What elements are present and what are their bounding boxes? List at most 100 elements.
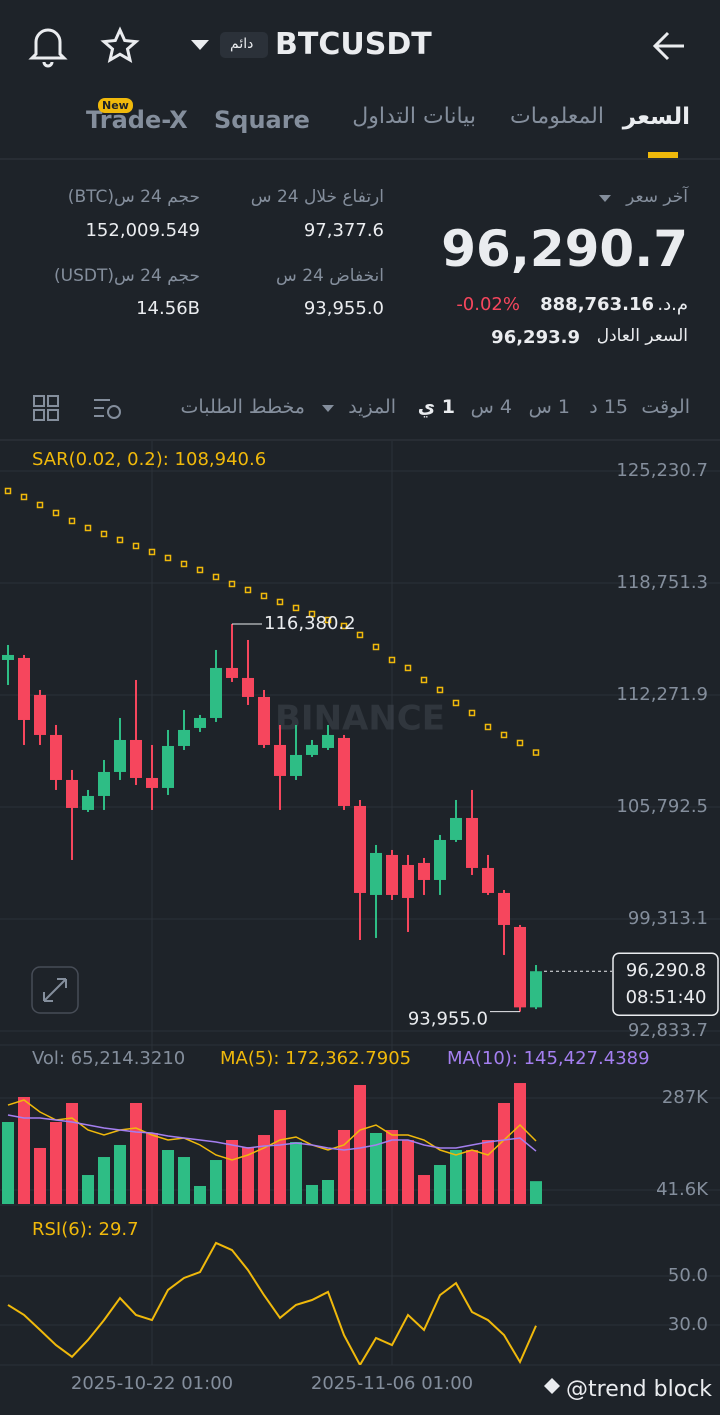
candle-body [98,771,110,796]
badge-bg [220,32,268,58]
sar-dot [100,530,108,538]
candle-body [402,864,414,898]
rsi-line [7,1241,537,1365]
candle-body [530,971,542,1008]
volume-bar [50,1122,62,1204]
y-tick-label: 112,271.9 [616,684,708,705]
volume-bar [98,1157,110,1204]
sar-dot [420,676,428,684]
candle-body [290,754,302,776]
volume-bar [450,1150,462,1204]
volume-bar [338,1129,350,1204]
x-tick-label: 2025-10-22 01:00 [71,1373,233,1394]
tab[interactable]: بيانات التداول [352,104,476,129]
sar-dot [436,686,444,694]
bell-icon[interactable] [28,28,68,68]
interval-option[interactable]: 1 ي [417,396,455,418]
candle-body [210,667,222,718]
candle-body [514,926,526,1008]
sar-dot [180,560,188,568]
candle-body [194,717,206,728]
tab[interactable]: السعر [622,104,690,130]
volume-bar [482,1140,494,1204]
interval-option[interactable]: 15 د [589,396,628,418]
indicator-label: RSI(6): 29.7 [32,1219,139,1240]
indicator-label: Vol: 65,214.3210 [32,1048,185,1069]
candle-body [274,744,286,776]
candle-body [306,744,318,755]
sar-dot [20,493,28,501]
back-icon[interactable] [652,31,684,61]
last-price-label[interactable]: آخر سعر [626,187,688,207]
sar-dot [212,573,220,581]
symbol[interactable]: BTCUSDT [275,27,432,62]
volume-bar [258,1135,270,1204]
stat-value: 97,377.6 [303,220,384,241]
sar-dot [500,731,508,739]
more-menu[interactable]: المزيد [348,396,396,418]
new-badge: New [98,98,133,113]
sar-dot [468,709,476,717]
volume-bar [498,1103,510,1204]
volume-bar [210,1160,222,1204]
candle-body [114,739,126,772]
sar-dot [132,542,140,550]
settings-icon[interactable] [94,399,121,419]
dropdown-icon[interactable] [322,405,334,412]
candle-body [258,696,270,745]
fair-price-label: السعر العادل [596,326,688,346]
ma-line [7,1114,537,1152]
expand-button[interactable] [31,966,79,1014]
y-tick-label: 118,751.3 [616,572,708,593]
volume-bar [306,1184,318,1204]
fair-price: 96,293.9 [491,327,580,348]
y-tick-label: 99,313.1 [628,908,708,929]
footer-text: @trend block [566,1377,712,1402]
dropdown-icon[interactable] [191,40,209,50]
volume-bar [242,1147,254,1204]
candle-body [226,667,238,678]
volume-bar [82,1175,94,1204]
candle-body [178,729,190,746]
sar-dot [148,548,156,556]
candle-body [50,734,62,780]
x-tick-label: 2025-11-06 01:00 [311,1373,473,1394]
star-icon[interactable] [100,26,140,64]
volume-bar [402,1140,414,1204]
interval-option[interactable]: 4 س [470,396,512,418]
watermark: BINANCE [275,699,445,739]
depth-chart-tab[interactable]: مخطط الطلبات [180,396,305,418]
tab[interactable]: Square [214,106,310,134]
indicator-label: SAR(0.02, 0.2): 108,940.6 [32,449,266,470]
sar-dot [84,524,92,532]
candle-body [34,694,46,735]
volume-bar [354,1085,366,1204]
last-price: 96,290.7 [441,220,688,278]
volume-bar [466,1150,478,1204]
dropdown-icon[interactable] [599,195,611,202]
legend-entry: MA(5): 172,362.7905 [220,1048,411,1069]
last-price-box [612,952,719,1016]
stat-value: 14.56B [136,298,200,319]
y-tick-label: 92,833.7 [628,1020,708,1041]
interval-option[interactable]: 1 س [528,396,570,418]
candle-body [418,862,430,880]
sar-dot [340,622,348,630]
volume-bar [530,1181,542,1204]
y-tick-label: 105,792.5 [616,796,708,817]
tab[interactable]: المعلومات [510,104,604,129]
price-change: -0.02% [456,294,520,315]
price-panel [2,487,542,1012]
legend-entry: MA(10): 145,427.4389 [447,1048,650,1069]
layout-icon[interactable] [33,395,59,421]
sar-dot [116,536,124,544]
ma-line [7,1099,537,1161]
sar-dot [532,749,540,756]
stat-value: 152,009.549 [85,220,200,241]
candle-body [354,805,366,893]
rsi-panel [7,1241,537,1365]
candle-body [162,745,174,788]
sar-dot [324,616,332,624]
sar-dot [292,604,300,612]
